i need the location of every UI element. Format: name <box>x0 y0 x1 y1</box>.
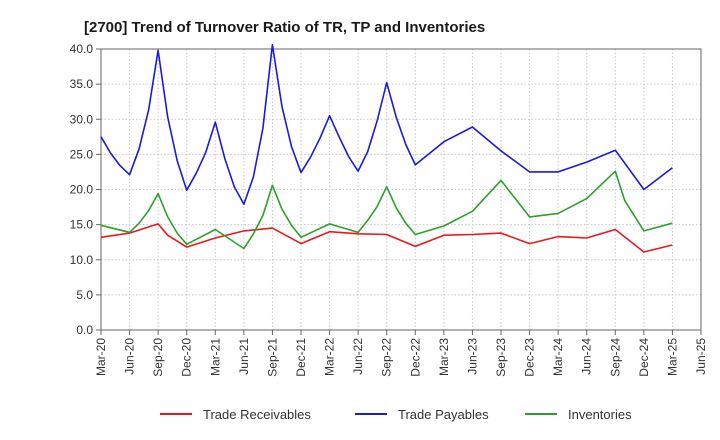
x-tick-label: Mar-25 <box>665 338 679 376</box>
y-tick-label: 35.0 <box>70 77 94 91</box>
x-tick-label: Dec-22 <box>408 338 422 377</box>
y-axis-ticks: 0.0 5.0 10.0 15.0 20.0 25.0 30.0 35.0 40.0 <box>70 42 101 337</box>
y-tick-label: 40.0 <box>70 42 94 56</box>
x-tick-label: Sep-23 <box>494 338 508 377</box>
y-tick-label: 15.0 <box>70 218 94 232</box>
x-tick-label: Jun-20 <box>123 338 137 375</box>
y-tick-label: 0.0 <box>76 323 93 337</box>
x-tick-label: Dec-21 <box>294 338 308 377</box>
x-tick-label: Jun-22 <box>351 338 365 375</box>
x-tick-label: Mar-22 <box>323 338 337 376</box>
legend: Trade Receivables Trade Payables Inventori… <box>160 407 632 422</box>
x-axis-ticks: Mar-20 Jun-20 Sep-20 Dec-20 Mar-21 Jun-21 Sep-… <box>94 330 708 377</box>
y-tick-label: 20.0 <box>70 183 94 197</box>
x-tick-label: Mar-23 <box>437 338 451 376</box>
x-tick-label: Mar-24 <box>551 338 565 376</box>
legend-label-inventories: Inventories <box>568 407 632 422</box>
x-tick-label: Dec-23 <box>523 338 537 377</box>
series-line-inventories <box>100 170 673 250</box>
x-tick-label: Sep-22 <box>380 338 394 377</box>
x-tick-label: Jun-24 <box>580 338 594 375</box>
x-tick-label: Dec-24 <box>637 338 651 377</box>
y-tick-label: 25.0 <box>70 147 94 161</box>
x-tick-label: Mar-20 <box>94 338 108 376</box>
legend-label-trade-payables: Trade Payables <box>398 407 489 422</box>
x-tick-label: Sep-24 <box>608 338 622 377</box>
plot-frame <box>100 48 702 331</box>
x-tick-label: Jun-21 <box>237 338 251 375</box>
y-tick-label: 5.0 <box>76 288 93 302</box>
y-tick-label: 10.0 <box>70 253 94 267</box>
chart-title: [2700] Trend of Turnover Ratio of TR, TP… <box>84 19 485 36</box>
series-lines <box>100 43 673 253</box>
x-tick-label: Dec-20 <box>180 338 194 377</box>
series-line-trade-payables <box>100 43 673 206</box>
x-tick-label: Jun-23 <box>465 338 479 375</box>
x-tick-label: Jun-25 <box>694 338 708 375</box>
x-tick-label: Sep-21 <box>265 338 279 377</box>
grid-lines <box>100 48 702 331</box>
series-line-trade-receivables <box>100 223 673 253</box>
y-tick-label: 30.0 <box>70 112 94 126</box>
legend-label-trade-receivables: Trade Receivables <box>203 407 311 422</box>
x-tick-label: Mar-21 <box>208 338 222 376</box>
x-tick-label: Sep-20 <box>151 338 165 377</box>
